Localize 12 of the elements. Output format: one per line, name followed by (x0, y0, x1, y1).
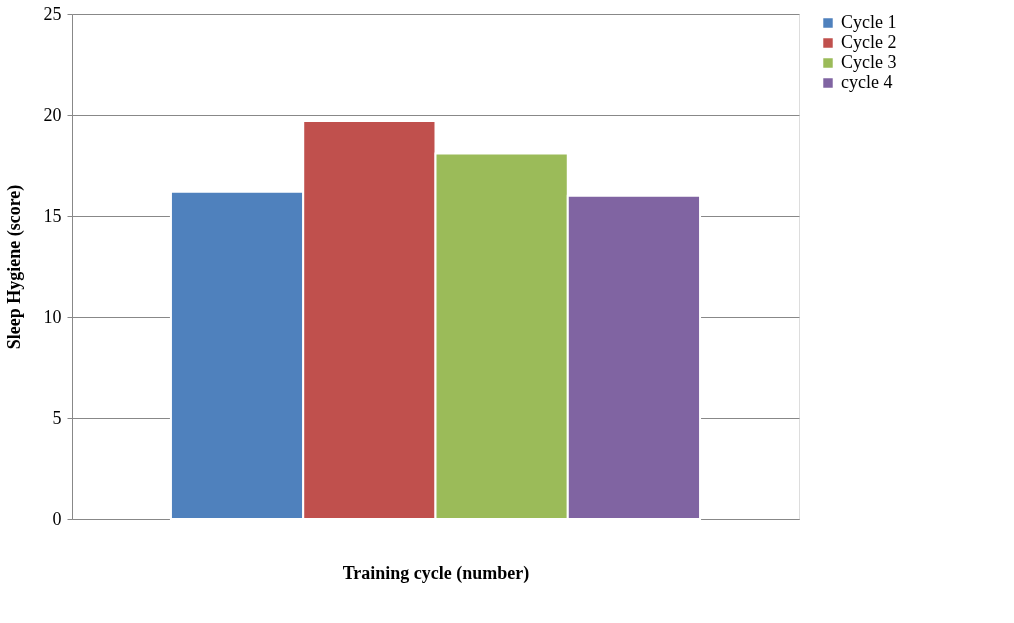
y-tick-label: 0 (52, 508, 62, 529)
y-tick-label: 5 (52, 407, 62, 428)
legend-label: Cycle 3 (841, 52, 897, 72)
legend-label: cycle 4 (841, 72, 893, 92)
y-axis-title: Sleep Hygiene (score) (3, 184, 25, 350)
y-tick-label: 25 (43, 3, 62, 24)
legend-label: Cycle 2 (841, 32, 897, 52)
y-tick-label: 15 (43, 205, 62, 226)
y-tick-label: 10 (43, 306, 62, 327)
x-axis-title: Training cycle (number) (342, 562, 530, 584)
y-tick-label: 20 (43, 104, 62, 125)
legend-label: Cycle 1 (841, 12, 897, 32)
